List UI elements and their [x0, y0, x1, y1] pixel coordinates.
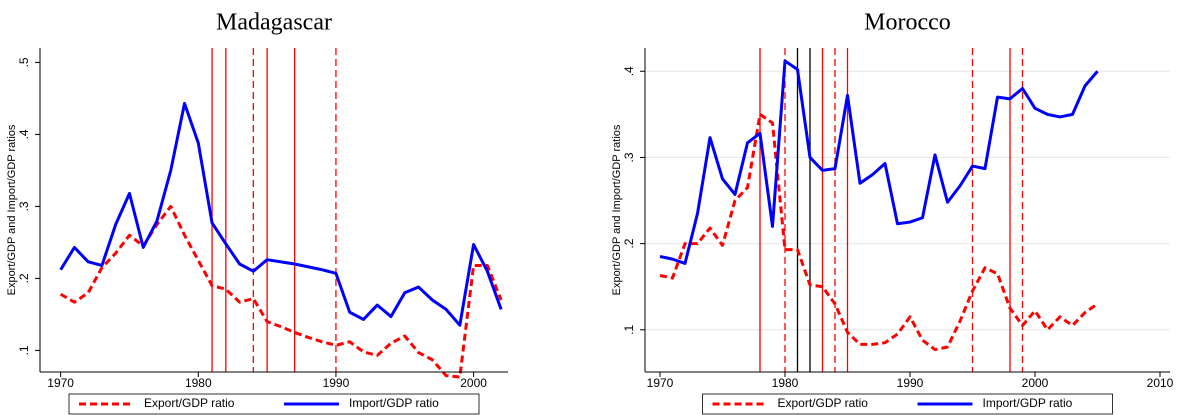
y-tick-label: .5 — [17, 57, 31, 67]
x-tick-label: 1980 — [185, 376, 212, 390]
legend-label: Export/GDP ratio — [778, 396, 869, 410]
chart-panel: .1 .2 .3 .4 .5 1970 1980 1990 2000 Madagascar Expo… — [6, 10, 508, 415]
series-line — [59, 204, 503, 379]
legend: Export/GDP ratio Import/GDP ratio — [702, 393, 1113, 415]
y-tick-label: .2 — [622, 238, 636, 248]
y-tick-label: .2 — [17, 273, 31, 283]
y-tick-label: .4 — [17, 129, 31, 139]
x-tick-label: 1980 — [772, 376, 799, 390]
legend-box — [702, 393, 1113, 415]
series-line — [659, 112, 1099, 352]
y-tick-label: .1 — [622, 324, 636, 334]
series-line — [59, 101, 503, 327]
legend-box — [68, 393, 480, 415]
legend-label: Export/GDP ratio — [144, 396, 235, 410]
series-line — [659, 59, 1099, 265]
y-tick-label: .4 — [622, 66, 636, 76]
legend-label: Import/GDP ratio — [983, 396, 1073, 410]
y-axis-label: Export/GDP and Import/GDP ratios — [6, 124, 18, 295]
legend: Export/GDP ratio Import/GDP ratio — [68, 393, 480, 415]
x-tick-label: 2010 — [1147, 376, 1174, 390]
x-tick-label: 1970 — [647, 376, 674, 390]
x-tick-label: 1990 — [897, 376, 924, 390]
chart-title: Madagascar — [216, 10, 332, 36]
x-tick-label: 1990 — [323, 376, 350, 390]
legend-label: Import/GDP ratio — [349, 396, 439, 410]
y-axis-label: Export/GDP and Import/GDP ratios — [611, 124, 623, 295]
chart-title: Morocco — [864, 10, 951, 36]
x-tick-label: 2000 — [1022, 376, 1049, 390]
y-tick-label: .3 — [622, 152, 636, 162]
y-tick-label: .3 — [17, 201, 31, 211]
x-tick-label: 1970 — [47, 376, 74, 390]
x-tick-label: 2000 — [460, 376, 487, 390]
chart-panel: .1 .2 .3 .4 1970 1980 1990 2000 2010 Morocco Expor… — [611, 10, 1174, 415]
y-tick-label: .1 — [17, 345, 31, 355]
